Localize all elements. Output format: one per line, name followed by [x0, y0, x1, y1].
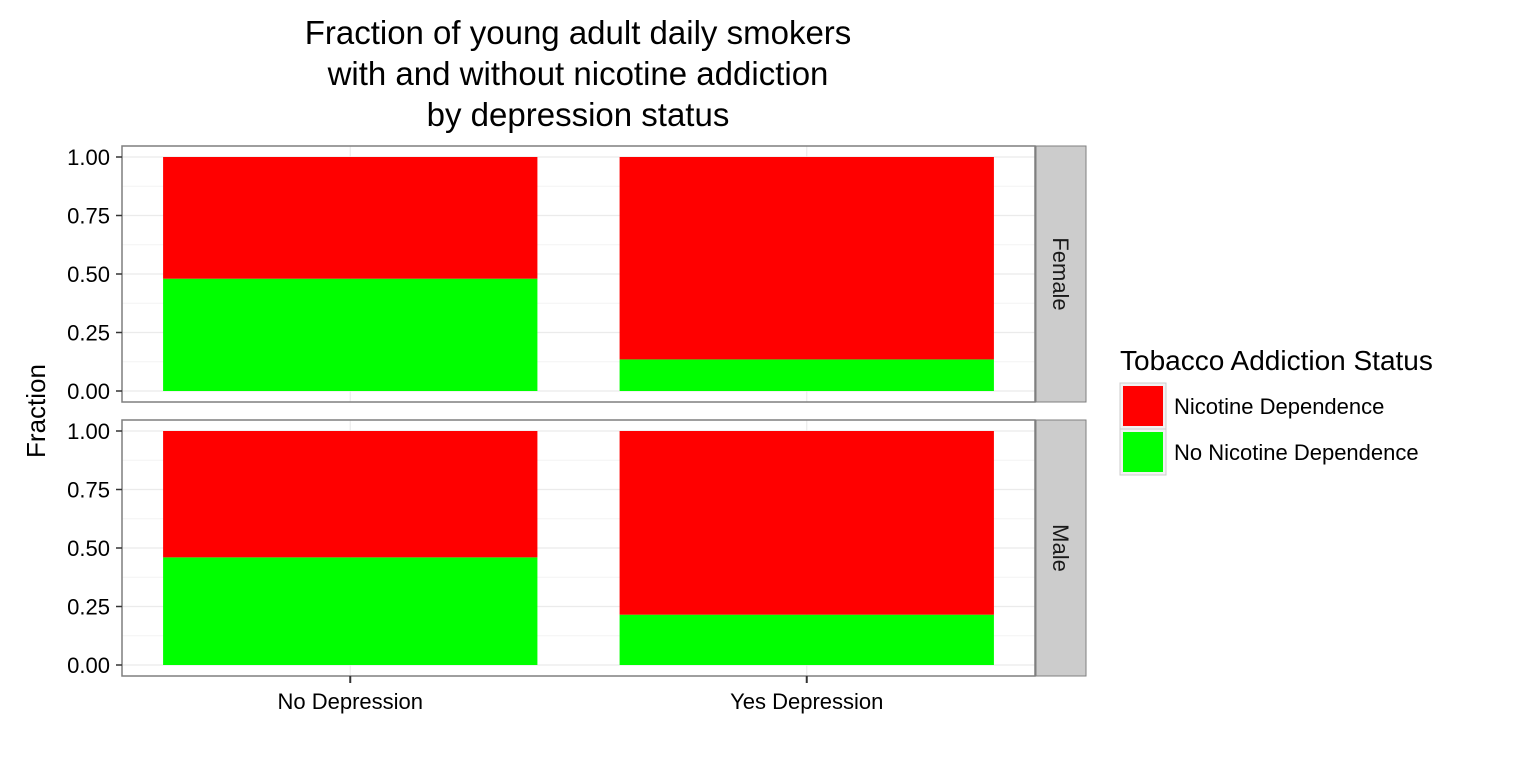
- y-tick-label: 0.75: [67, 478, 110, 503]
- panel-male: 0.00 0.25 0.50 0.75 1.00 Male: [67, 419, 1087, 678]
- strip-background: [1035, 419, 1087, 677]
- bar-female-0-no-nicotine-dependence: [163, 278, 538, 391]
- x-tick-label: No Depression: [277, 689, 423, 714]
- title-line-1: Fraction of young adult daily smokers: [305, 14, 852, 51]
- y-tick-label: 0.50: [67, 262, 110, 287]
- y-tick-label: 1.00: [67, 419, 110, 444]
- legend-label: Nicotine Dependence: [1174, 394, 1384, 419]
- legend-label: No Nicotine Dependence: [1174, 440, 1419, 465]
- bar-female-0-nicotine-dependence: [163, 157, 538, 279]
- x-axis: No Depression Yes Depression: [277, 676, 883, 714]
- strip-background: [1035, 145, 1087, 403]
- panel-female: 0.00 0.25 0.50 0.75 1.00 Female: [67, 145, 1087, 404]
- y-tick-label: 0.00: [67, 653, 110, 678]
- legend: Tobacco Addiction Status Nicotine Depende…: [1119, 345, 1433, 476]
- facet-panels: 0.000.250.500.751.00Female0.000.250.500.…: [67, 145, 1087, 678]
- bar-male-1-no-nicotine-dependence: [619, 614, 994, 665]
- bar-male-0-no-nicotine-dependence: [163, 557, 538, 665]
- bar-female-1-nicotine-dependence: [619, 157, 994, 360]
- y-tick-label: 0.25: [67, 595, 110, 620]
- y-tick-label: 1.00: [67, 145, 110, 170]
- y-tick-label: 0.75: [67, 204, 110, 229]
- y-axis-title: Fraction: [21, 364, 51, 458]
- legend-key-nicotine-dependence: [1123, 386, 1163, 426]
- bar-male-1-nicotine-dependence: [619, 431, 994, 615]
- chart-title: Fraction of young adult daily smokers wi…: [305, 14, 852, 133]
- title-line-3: by depression status: [427, 96, 730, 133]
- bar-female-1-no-nicotine-dependence: [619, 359, 994, 391]
- strip-label-female: Female: [1048, 237, 1073, 310]
- y-tick-label: 0.00: [67, 379, 110, 404]
- x-tick-label: Yes Depression: [730, 689, 883, 714]
- y-tick-label: 0.50: [67, 536, 110, 561]
- bar-male-0-nicotine-dependence: [163, 431, 538, 558]
- legend-title: Tobacco Addiction Status: [1120, 345, 1433, 376]
- y-tick-label: 0.25: [67, 321, 110, 346]
- strip-label-male: Male: [1048, 524, 1073, 572]
- legend-key-no-nicotine-dependence: [1123, 432, 1163, 472]
- title-line-2: with and without nicotine addiction: [327, 55, 829, 92]
